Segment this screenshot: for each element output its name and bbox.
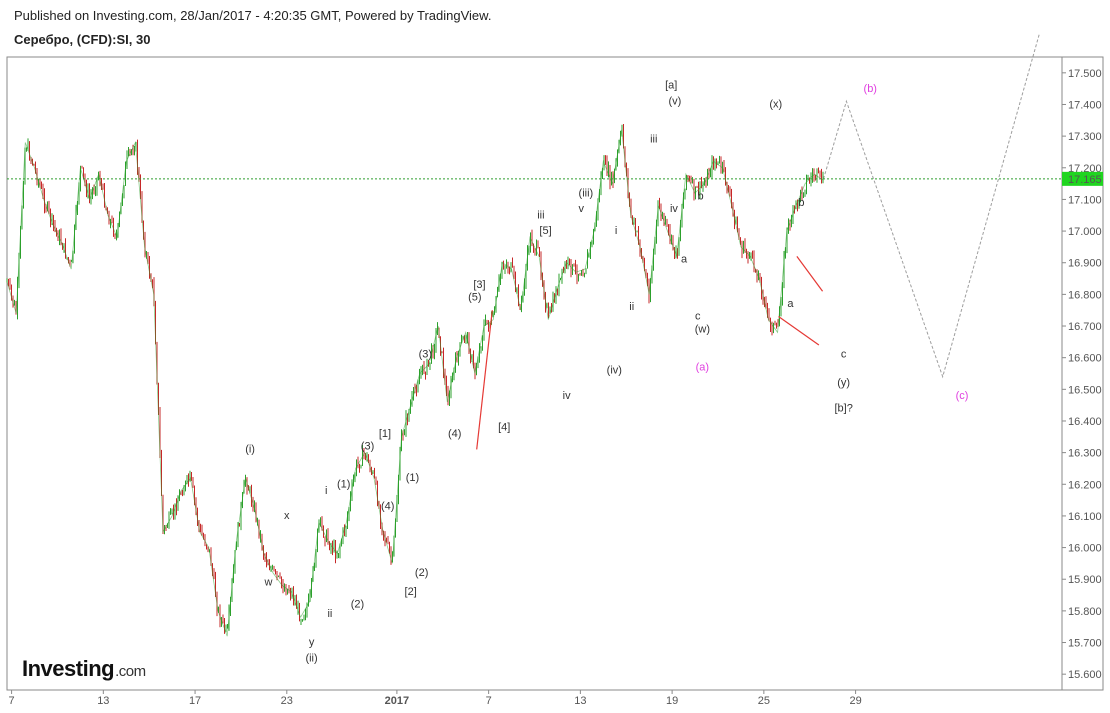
projection-path	[823, 34, 1040, 379]
y-tick-label: 16.200	[1068, 479, 1102, 491]
wave-label: v	[579, 203, 585, 215]
wave-label: (3)	[419, 349, 432, 361]
y-tick-label: 17.100	[1068, 194, 1102, 206]
x-tick-label: 23	[281, 695, 293, 707]
wave-label: (w)	[695, 323, 710, 335]
series-layer	[6, 34, 1040, 637]
wave-label: (iv)	[607, 365, 622, 377]
wave-label: [5]	[539, 225, 551, 237]
y-tick-label: 15.900	[1068, 574, 1102, 586]
wave-label: c	[695, 311, 701, 323]
y-tick-label: 17.300	[1068, 131, 1102, 143]
wave-label: (4)	[381, 501, 394, 513]
x-tick-label: 13	[574, 695, 586, 707]
current-price-badge	[1062, 171, 1103, 186]
wave-label: (v)	[668, 95, 681, 107]
wave-label: x	[284, 510, 290, 522]
wave-label: y	[309, 637, 315, 649]
y-tick-label: 16.900	[1068, 258, 1102, 270]
current-price-layer: 17.165	[7, 171, 1103, 186]
trendline	[778, 316, 820, 346]
wave-label: i	[615, 225, 617, 237]
logo-domain: .com	[115, 663, 146, 680]
wave-label: (2)	[351, 599, 364, 611]
wave-label: (4)	[448, 428, 461, 440]
wave-label: [2]	[405, 586, 417, 598]
wave-label: iii	[650, 133, 657, 145]
wave-label: (b)	[864, 83, 877, 95]
wave-label: [a]	[665, 80, 677, 92]
x-tick-label: 7	[9, 695, 15, 707]
y-axis-panel	[1061, 56, 1104, 691]
y-tick-label: 17.400	[1068, 99, 1102, 111]
wave-label: (i)	[245, 444, 255, 456]
y-tick-label: 16.800	[1068, 289, 1102, 301]
y-tick-label: 15.800	[1068, 606, 1102, 618]
trendline-layer	[476, 256, 824, 450]
published-caption: Published on Investing.com, 28/Jan/2017 …	[14, 8, 492, 23]
wave-label: (5)	[468, 292, 481, 304]
wave-label: a	[681, 254, 688, 266]
wave-label: (iii)	[579, 187, 594, 199]
plot-area	[6, 56, 1063, 691]
wave-label: ii	[327, 608, 332, 620]
wave-label: b	[697, 190, 703, 202]
wave-label: (c)	[956, 390, 969, 402]
wave-label: (ii)	[305, 653, 317, 665]
wave-label: (1)	[337, 478, 350, 490]
x-tick-label: 17	[189, 695, 201, 707]
y-tick-label: 16.100	[1068, 511, 1102, 523]
x-tick-label: 25	[758, 695, 770, 707]
wave-label: c	[841, 349, 847, 361]
investing-logo: Investing.com	[22, 656, 146, 682]
wave-label: i	[325, 485, 327, 497]
y-tick-label: 17.000	[1068, 226, 1102, 238]
wave-label: (x)	[769, 99, 782, 111]
wave-label: (y)	[837, 377, 850, 389]
x-tick-label: 13	[97, 695, 109, 707]
wave-label: b	[798, 197, 804, 209]
y-tick-label: 15.700	[1068, 638, 1102, 650]
wave-label: w	[263, 577, 272, 589]
wave-labels: (i) x w ii y (ii) i (1) (2) (3) (4) [1] (1) (2) [2] (3)…	[245, 80, 968, 665]
logo-text: Investing	[22, 656, 115, 681]
wave-label: (3)	[361, 440, 374, 452]
x-tick-label: 7	[486, 695, 492, 707]
wave-label: (a)	[696, 361, 709, 373]
wave-label: [b]?	[834, 402, 852, 414]
chart-title: Серебро, (CFD):SI, 30	[14, 32, 151, 47]
x-tick-label: 19	[666, 695, 678, 707]
y-tick-label: 17.500	[1068, 68, 1102, 80]
y-tick-label: 16.300	[1068, 448, 1102, 460]
y-tick-label: 16.000	[1068, 543, 1102, 555]
y-tick-label: 16.700	[1068, 321, 1102, 333]
wave-label: ii	[629, 301, 634, 313]
wave-label: iv	[563, 390, 571, 402]
y-tick-label: 16.400	[1068, 416, 1102, 428]
wave-label: (2)	[415, 567, 428, 579]
wave-label: [3]	[473, 279, 485, 291]
y-tick-label: 15.600	[1068, 669, 1102, 681]
x-tick-label: 2017	[385, 695, 409, 707]
trendline	[476, 310, 493, 450]
wave-label: (1)	[406, 472, 419, 484]
y-tick-label: 16.500	[1068, 384, 1102, 396]
price-path	[6, 129, 824, 637]
wave-label: a	[787, 298, 794, 310]
wave-label: [4]	[498, 421, 510, 433]
current-price-label: 17.165	[1068, 174, 1102, 186]
y-tick-label: 17.200	[1068, 163, 1102, 175]
wave-label: iv	[670, 203, 678, 215]
wave-label: [1]	[379, 428, 391, 440]
wave-label: iii	[537, 209, 544, 221]
x-tick-label: 29	[849, 695, 861, 707]
trendline	[796, 256, 824, 292]
axis-ticks: 17.500 17.400 17.300 17.200 17.100 17.000 16.9…	[9, 68, 1102, 707]
y-tick-label: 16.600	[1068, 353, 1102, 365]
